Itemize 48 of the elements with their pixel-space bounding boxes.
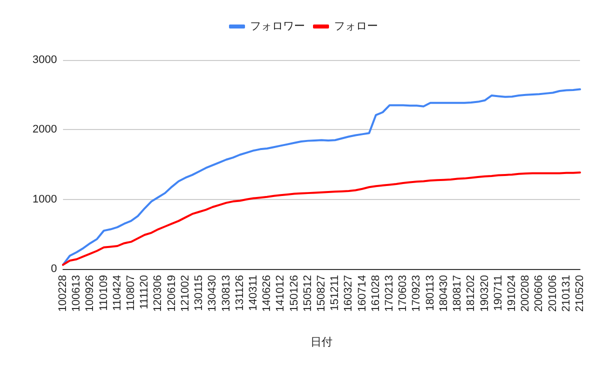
x-tick-label: 180113	[424, 275, 436, 311]
x-tick-label: 151211	[329, 275, 342, 311]
x-tick-label: 150827	[316, 275, 328, 312]
x-tick-label: 200606	[533, 275, 546, 312]
x-tick-label: 141012	[274, 275, 287, 312]
x-tick-label: 181202	[465, 275, 478, 312]
y-tick-label: 2000	[32, 124, 57, 136]
x-tick-label: 190711	[492, 275, 504, 311]
x-tick-label: 110807	[125, 275, 138, 311]
line-series	[62, 88, 581, 266]
y-tick-label: 1000	[32, 193, 57, 206]
x-tick-label: 120306	[152, 275, 164, 312]
x-tick-label: 180817	[452, 275, 464, 312]
x-tick-label: 210520	[574, 275, 586, 312]
x-tick-label: 111120	[138, 275, 151, 310]
x-tick-label: 130430	[206, 275, 219, 312]
x-tick-label: 140311	[247, 275, 260, 311]
x-tick-label: 170213	[384, 275, 396, 312]
legend-label: フォロー	[334, 20, 378, 32]
legend-label: フォロワー	[250, 20, 305, 32]
x-tick-label: 130115	[193, 275, 206, 311]
x-tick-label: 191024	[506, 275, 518, 312]
x-tick-label: 201006	[546, 275, 559, 312]
x-tick-label: 100228	[57, 275, 69, 312]
x-tick-label: 200208	[520, 275, 532, 312]
x-tick-label: 161028	[370, 275, 382, 312]
x-tick-label: 160327	[342, 275, 355, 312]
x-tick-label: 110109	[98, 275, 110, 311]
x-tick-label: 170603	[397, 275, 410, 312]
x-tick-label: 100613	[70, 275, 83, 312]
x-tick-label: 180430	[438, 275, 450, 312]
y-tick-label: 3000	[32, 54, 57, 66]
x-tick-label: 120619	[166, 275, 178, 312]
x-tick-label: 121002	[179, 275, 192, 312]
x-tick-label: 140626	[261, 275, 274, 312]
x-tick-label: 130813	[220, 275, 232, 312]
x-tick-label: 190320	[478, 275, 491, 312]
line-series	[62, 172, 581, 266]
x-tick-label: 210131	[560, 275, 572, 312]
x-tick-label: 100926	[84, 275, 96, 312]
x-axis-title: 日付	[310, 336, 332, 348]
x-tick-label: 160714	[356, 275, 368, 312]
x-tick-label: 150512	[302, 275, 314, 312]
x-tick-label: 110424	[111, 275, 124, 311]
x-tick-label: 150126	[288, 275, 300, 312]
y-tick-label: 0	[50, 263, 57, 275]
x-tick-label: 170923	[410, 275, 423, 312]
x-tick-label: 131126	[234, 275, 246, 311]
